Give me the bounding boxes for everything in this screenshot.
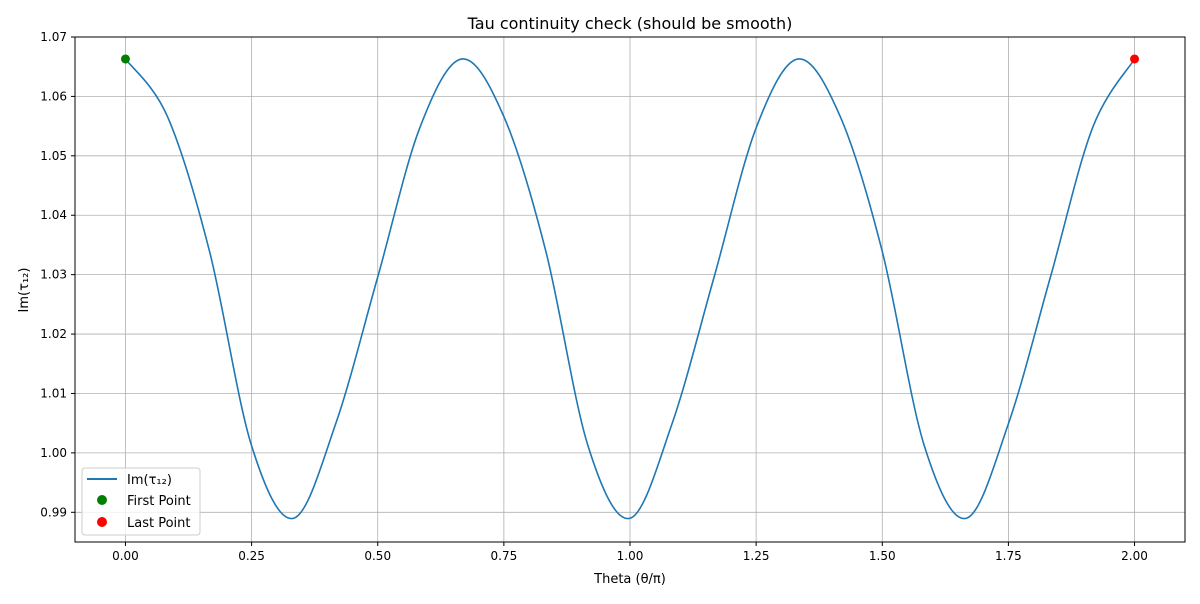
x-tick-label: 0.75 xyxy=(491,549,518,563)
grid xyxy=(75,36,1185,542)
y-tick-label: 1.02 xyxy=(40,327,67,341)
y-tick-label: 1.01 xyxy=(40,386,67,400)
x-tick-label: 1.25 xyxy=(743,549,770,563)
x-axis: 0.00 0.25 0.50 0.75 1.00 1.25 1.50 1.75 2.00 xyxy=(112,542,1148,563)
y-tick-label: 1.03 xyxy=(40,268,67,282)
legend: Im(τ₁₂) First Point Last Point xyxy=(81,467,201,536)
x-tick-label: 0.25 xyxy=(238,549,265,563)
y-tick-label: 0.99 xyxy=(40,505,67,519)
y-axis: 0.99 1.00 1.01 1.02 1.03 1.04 1.05 1.06 1.07 xyxy=(40,30,75,519)
legend-label-first-point: First Point xyxy=(127,494,191,509)
last-point-marker xyxy=(1130,54,1140,64)
x-tick-label: 0.50 xyxy=(364,549,391,563)
y-tick-label: 1.04 xyxy=(40,208,67,222)
x-tick-label: 2.00 xyxy=(1121,549,1148,563)
plot-content xyxy=(120,54,1140,520)
legend-first-point-swatch xyxy=(97,495,107,505)
chart-title: Tau continuity check (should be smooth) xyxy=(467,14,793,33)
y-tick-label: 1.06 xyxy=(40,89,67,103)
first-point-marker xyxy=(120,54,130,64)
x-tick-label: 1.50 xyxy=(869,549,896,563)
y-tick-label: 1.00 xyxy=(40,446,67,460)
y-tick-label: 1.07 xyxy=(40,30,67,44)
x-axis-label: Theta (θ/π) xyxy=(593,572,666,587)
legend-box xyxy=(81,467,201,536)
x-tick-label: 1.75 xyxy=(995,549,1022,563)
y-tick-label: 1.05 xyxy=(40,149,67,163)
x-tick-label: 0.00 xyxy=(112,549,139,563)
legend-last-point-swatch xyxy=(97,517,107,527)
x-tick-label: 1.00 xyxy=(617,549,644,563)
series-line-im-tau12 xyxy=(124,58,1136,520)
legend-label-line: Im(τ₁₂) xyxy=(127,473,172,488)
legend-label-last-point: Last Point xyxy=(127,516,191,531)
y-axis-label: Im(τ₁₂) xyxy=(17,268,32,313)
